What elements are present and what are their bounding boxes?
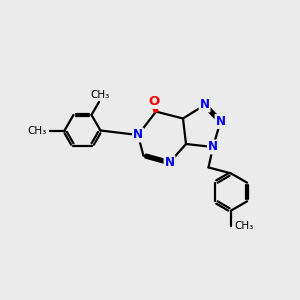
- Text: N: N: [208, 140, 218, 154]
- Text: CH₃: CH₃: [28, 125, 47, 136]
- Text: O: O: [148, 95, 159, 108]
- Text: CH₃: CH₃: [90, 90, 109, 100]
- Text: CH₃: CH₃: [234, 220, 253, 231]
- Text: N: N: [133, 128, 143, 142]
- Text: N: N: [164, 156, 175, 169]
- Text: N: N: [215, 115, 226, 128]
- Text: N: N: [200, 98, 210, 112]
